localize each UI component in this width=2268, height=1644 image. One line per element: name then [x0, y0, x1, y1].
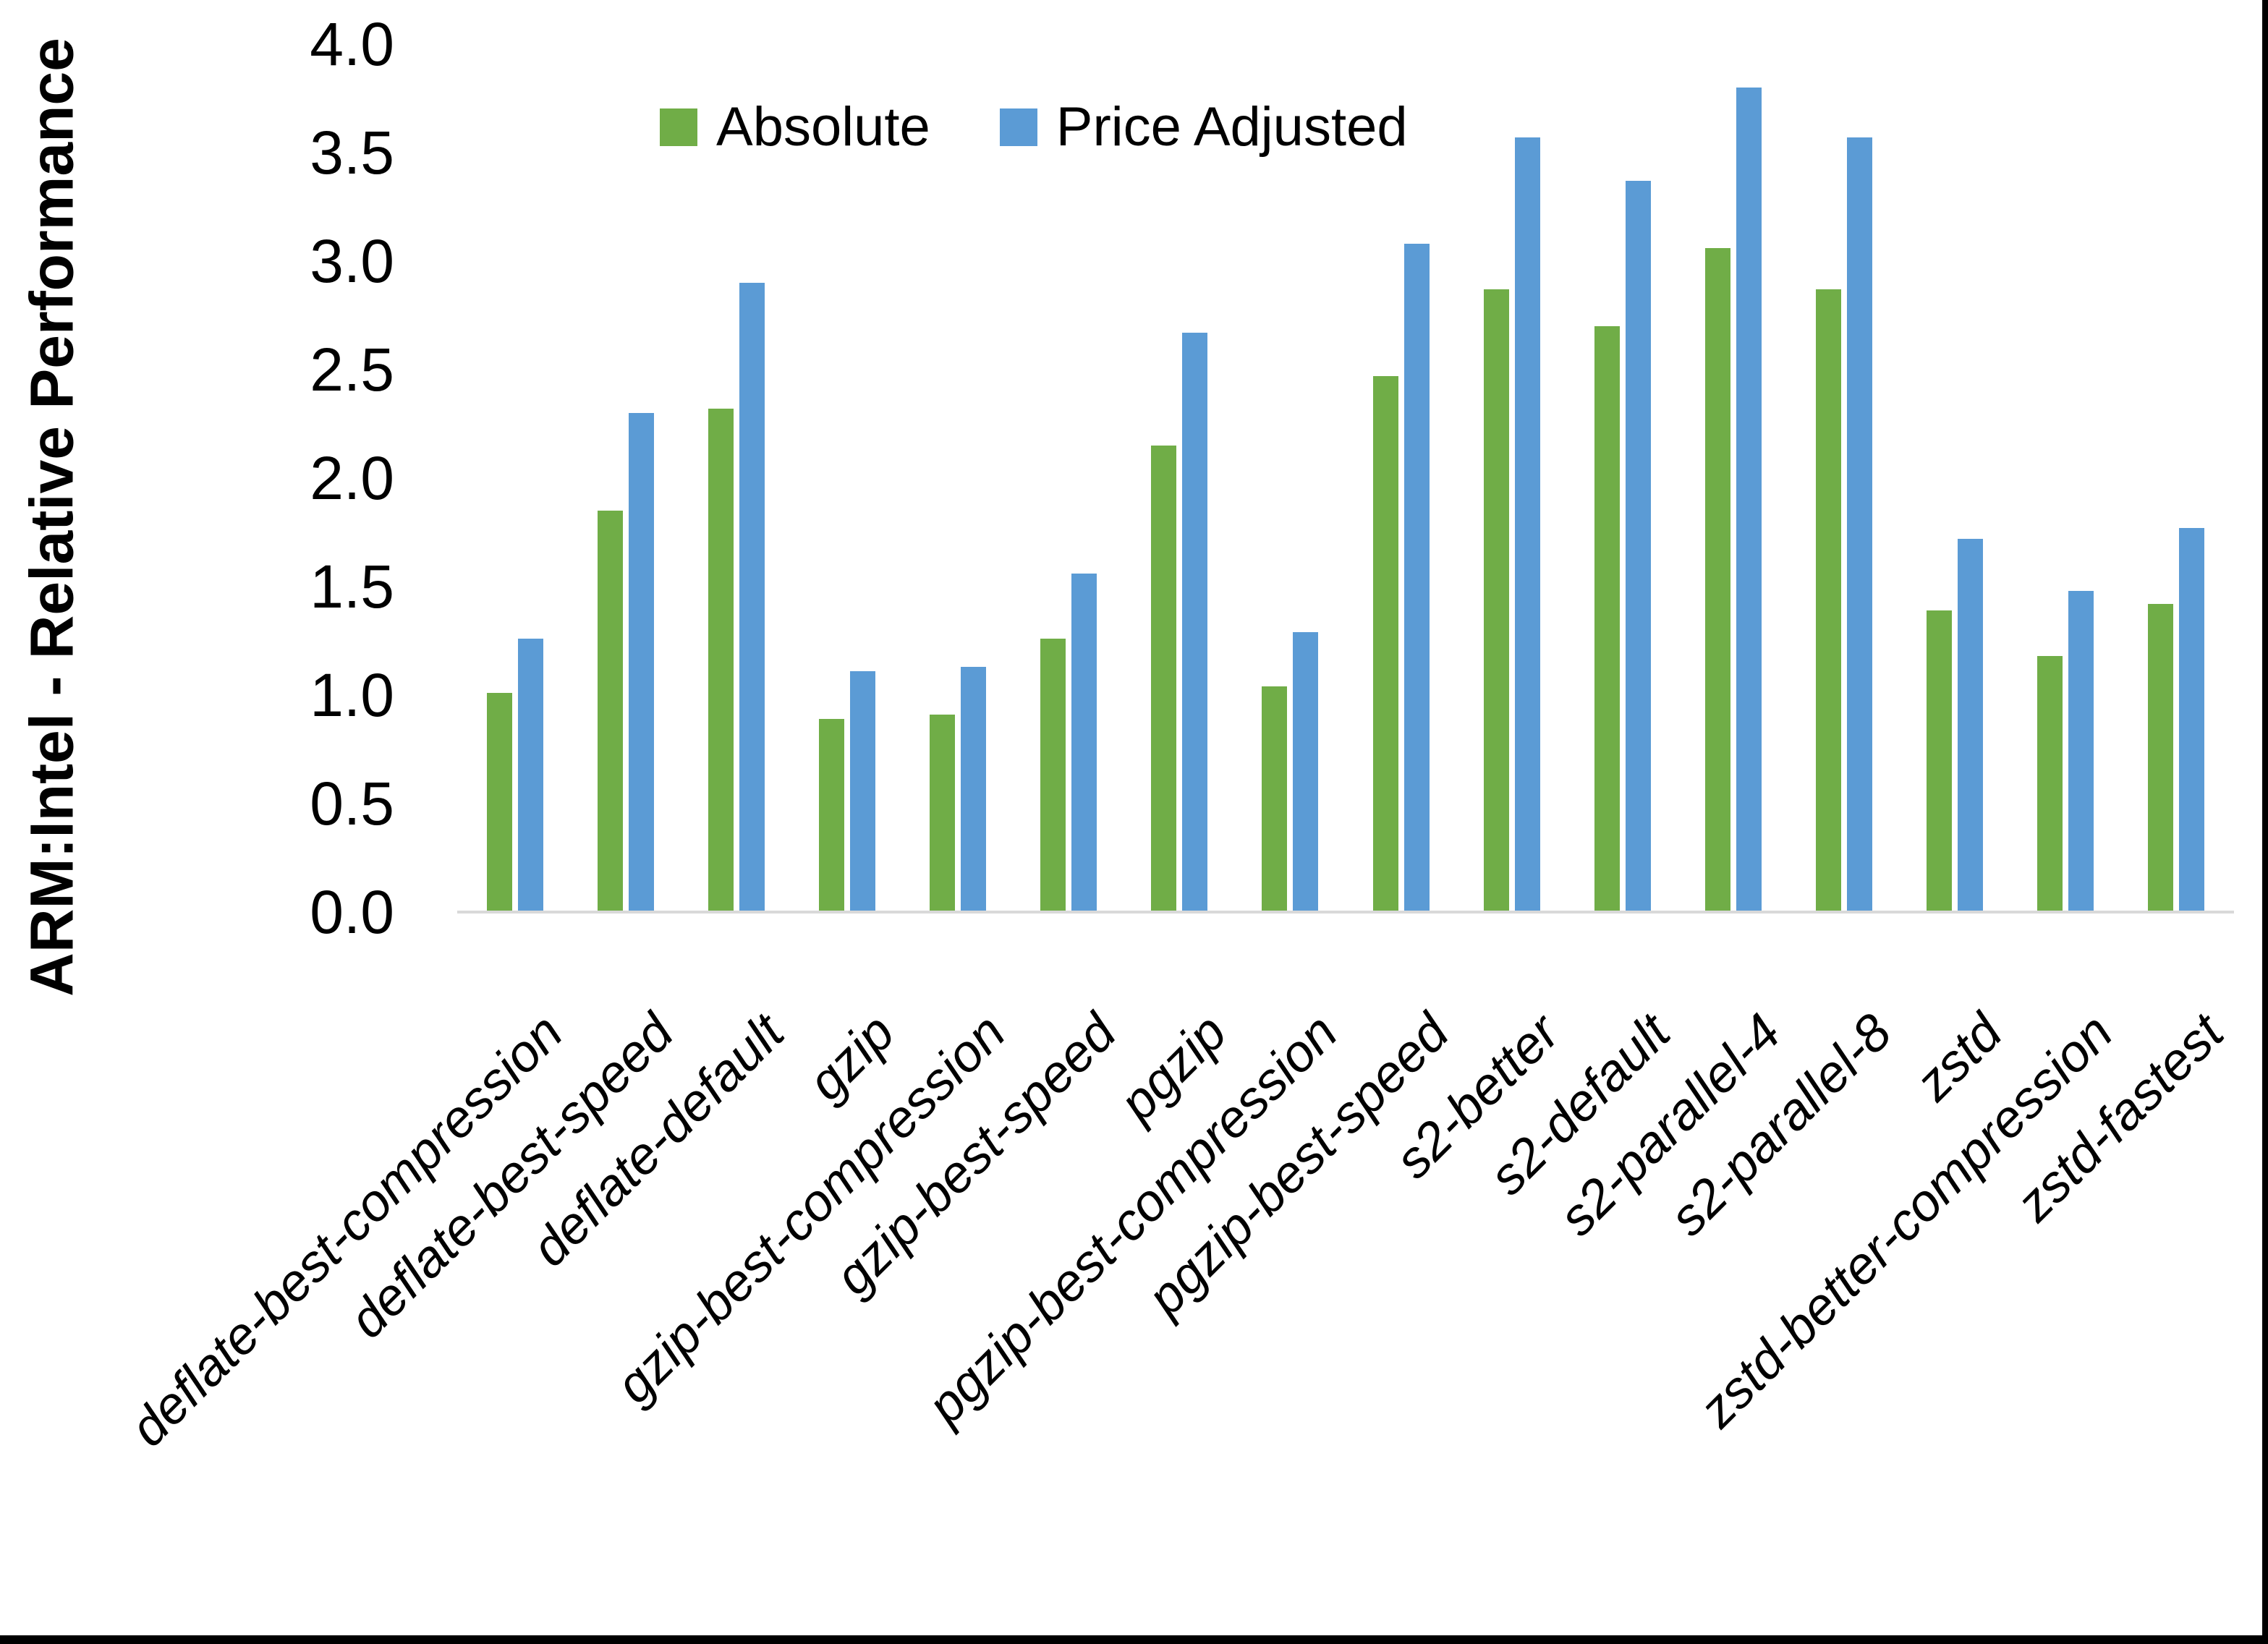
legend-item-price-adjusted: Price Adjusted: [999, 95, 1408, 158]
y-axis-title: ARM:Intel - Relative Performance: [17, 38, 86, 997]
legend-swatch-price-adjusted: [999, 108, 1037, 146]
bar-absolute-zstd: [1927, 610, 1952, 912]
bar-absolute-deflate-best-compression: [487, 693, 512, 912]
y-tick-label-4.0: 4.0: [310, 10, 394, 78]
bar-price-adjusted-zstd-fastest: [2179, 528, 2204, 912]
bar-price-adjusted-pgzip-best-compression: [1293, 632, 1318, 912]
bar-price-adjusted-deflate-default: [739, 283, 765, 912]
bar-absolute-pgzip-best-compression: [1262, 686, 1287, 912]
legend-label-price-adjusted: Price Adjusted: [1056, 96, 1408, 158]
legend-item-absolute: Absolute: [660, 95, 930, 158]
bottom-frame-border: [0, 1635, 2268, 1644]
bar-absolute-s2-default: [1594, 326, 1620, 912]
bar-absolute-s2-better: [1484, 289, 1509, 912]
y-tick-label-2.5: 2.5: [310, 336, 394, 404]
legend: Absolute Price Adjusted: [660, 95, 1408, 158]
y-tick-label-3.5: 3.5: [310, 119, 394, 187]
bar-absolute-s2-parallel-8: [1816, 289, 1841, 912]
bar-price-adjusted-gzip-best-compression: [961, 667, 986, 912]
y-tick-label-3.0: 3.0: [310, 227, 394, 295]
bar-price-adjusted-deflate-best-speed: [629, 413, 654, 912]
y-tick-label-1.0: 1.0: [310, 661, 394, 729]
x-axis-line: [457, 911, 2234, 913]
bar-price-adjusted-deflate-best-compression: [518, 639, 543, 912]
bar-price-adjusted-zstd: [1958, 539, 1983, 912]
y-tick-label-0.0: 0.0: [310, 878, 394, 946]
x-label-deflate-best-compression: deflate-best-compression: [119, 1003, 574, 1458]
bar-price-adjusted-gzip-best-speed: [1071, 574, 1097, 912]
legend-swatch-absolute: [660, 108, 697, 146]
bar-price-adjusted-pgzip: [1182, 333, 1207, 912]
bar-absolute-deflate-best-speed: [598, 511, 623, 912]
bar-price-adjusted-s2-parallel-4: [1736, 88, 1762, 912]
bar-price-adjusted-s2-parallel-8: [1847, 137, 1872, 912]
bar-absolute-zstd-fastest: [2148, 604, 2173, 912]
bar-absolute-s2-parallel-4: [1705, 248, 1730, 912]
bar-absolute-zstd-better-compression: [2037, 656, 2063, 912]
bar-price-adjusted-gzip: [850, 671, 875, 912]
bar-price-adjusted-zstd-better-compression: [2068, 591, 2094, 912]
y-tick-label-1.5: 1.5: [310, 553, 394, 621]
y-tick-label-2.0: 2.0: [310, 444, 394, 512]
bar-price-adjusted-s2-better: [1515, 137, 1540, 912]
bar-absolute-pgzip: [1151, 446, 1176, 912]
right-frame-border: [2262, 0, 2268, 1644]
bar-price-adjusted-s2-default: [1626, 181, 1651, 912]
legend-label-absolute: Absolute: [716, 96, 930, 158]
bar-absolute-gzip: [819, 719, 844, 912]
bar-absolute-deflate-default: [708, 409, 734, 912]
bar-absolute-gzip-best-speed: [1040, 639, 1066, 912]
bar-absolute-gzip-best-compression: [930, 715, 955, 912]
bar-price-adjusted-pgzip-best-speed: [1404, 244, 1430, 912]
bar-absolute-pgzip-best-speed: [1373, 376, 1398, 912]
y-tick-label-0.5: 0.5: [310, 770, 394, 838]
